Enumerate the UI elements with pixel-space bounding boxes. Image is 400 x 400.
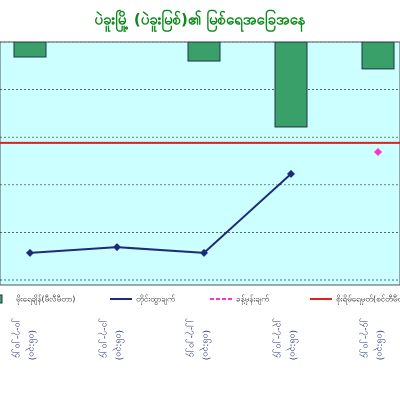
x-tick-time: (၀၆:၃၀) [200, 330, 212, 360]
point [113, 243, 121, 252]
point [200, 248, 208, 257]
x-tick-label: ၂၃-၇-၂၀၂၄ [273, 318, 284, 358]
point [374, 147, 382, 156]
legend-label: တိုင်းထွာချက် [136, 294, 175, 306]
x-tick-time: (၀၆:၃၀) [26, 330, 38, 360]
x-tick-label: ၂၀-၇-၂၀၂၄ [12, 318, 23, 358]
legend-label: မိုးရေချိန်(မီလီမီတာ) [16, 294, 75, 306]
rain-bar [13, 41, 47, 58]
plot-area [0, 41, 400, 286]
point [26, 248, 34, 257]
point [287, 169, 295, 178]
x-tick-time: (၀၆:၃၀) [374, 330, 386, 360]
x-tick-label: ၂၄-၇-၂၀၂၄ [360, 318, 371, 358]
x-tick-label: ၂၂-၇-၂၀၂၄ [186, 318, 197, 357]
x-tick-label: ၂၁-၇-၂၀၂၄ [99, 318, 110, 358]
legend-label: စိုးရိမ်ရေမှတ်(စင်တီမီတာ) [336, 294, 400, 306]
level-line [29, 173, 292, 254]
x-tick-time: (၀၆:၃၀) [287, 330, 299, 360]
legend-swatch [0, 294, 3, 304]
rain-bar [361, 41, 395, 70]
legend-label: ခန့်မှန်းချက် [236, 294, 269, 306]
x-tick-time: (၀၆:၃၀) [113, 330, 125, 360]
rain-bar [274, 41, 308, 128]
rain-bar [187, 41, 221, 62]
